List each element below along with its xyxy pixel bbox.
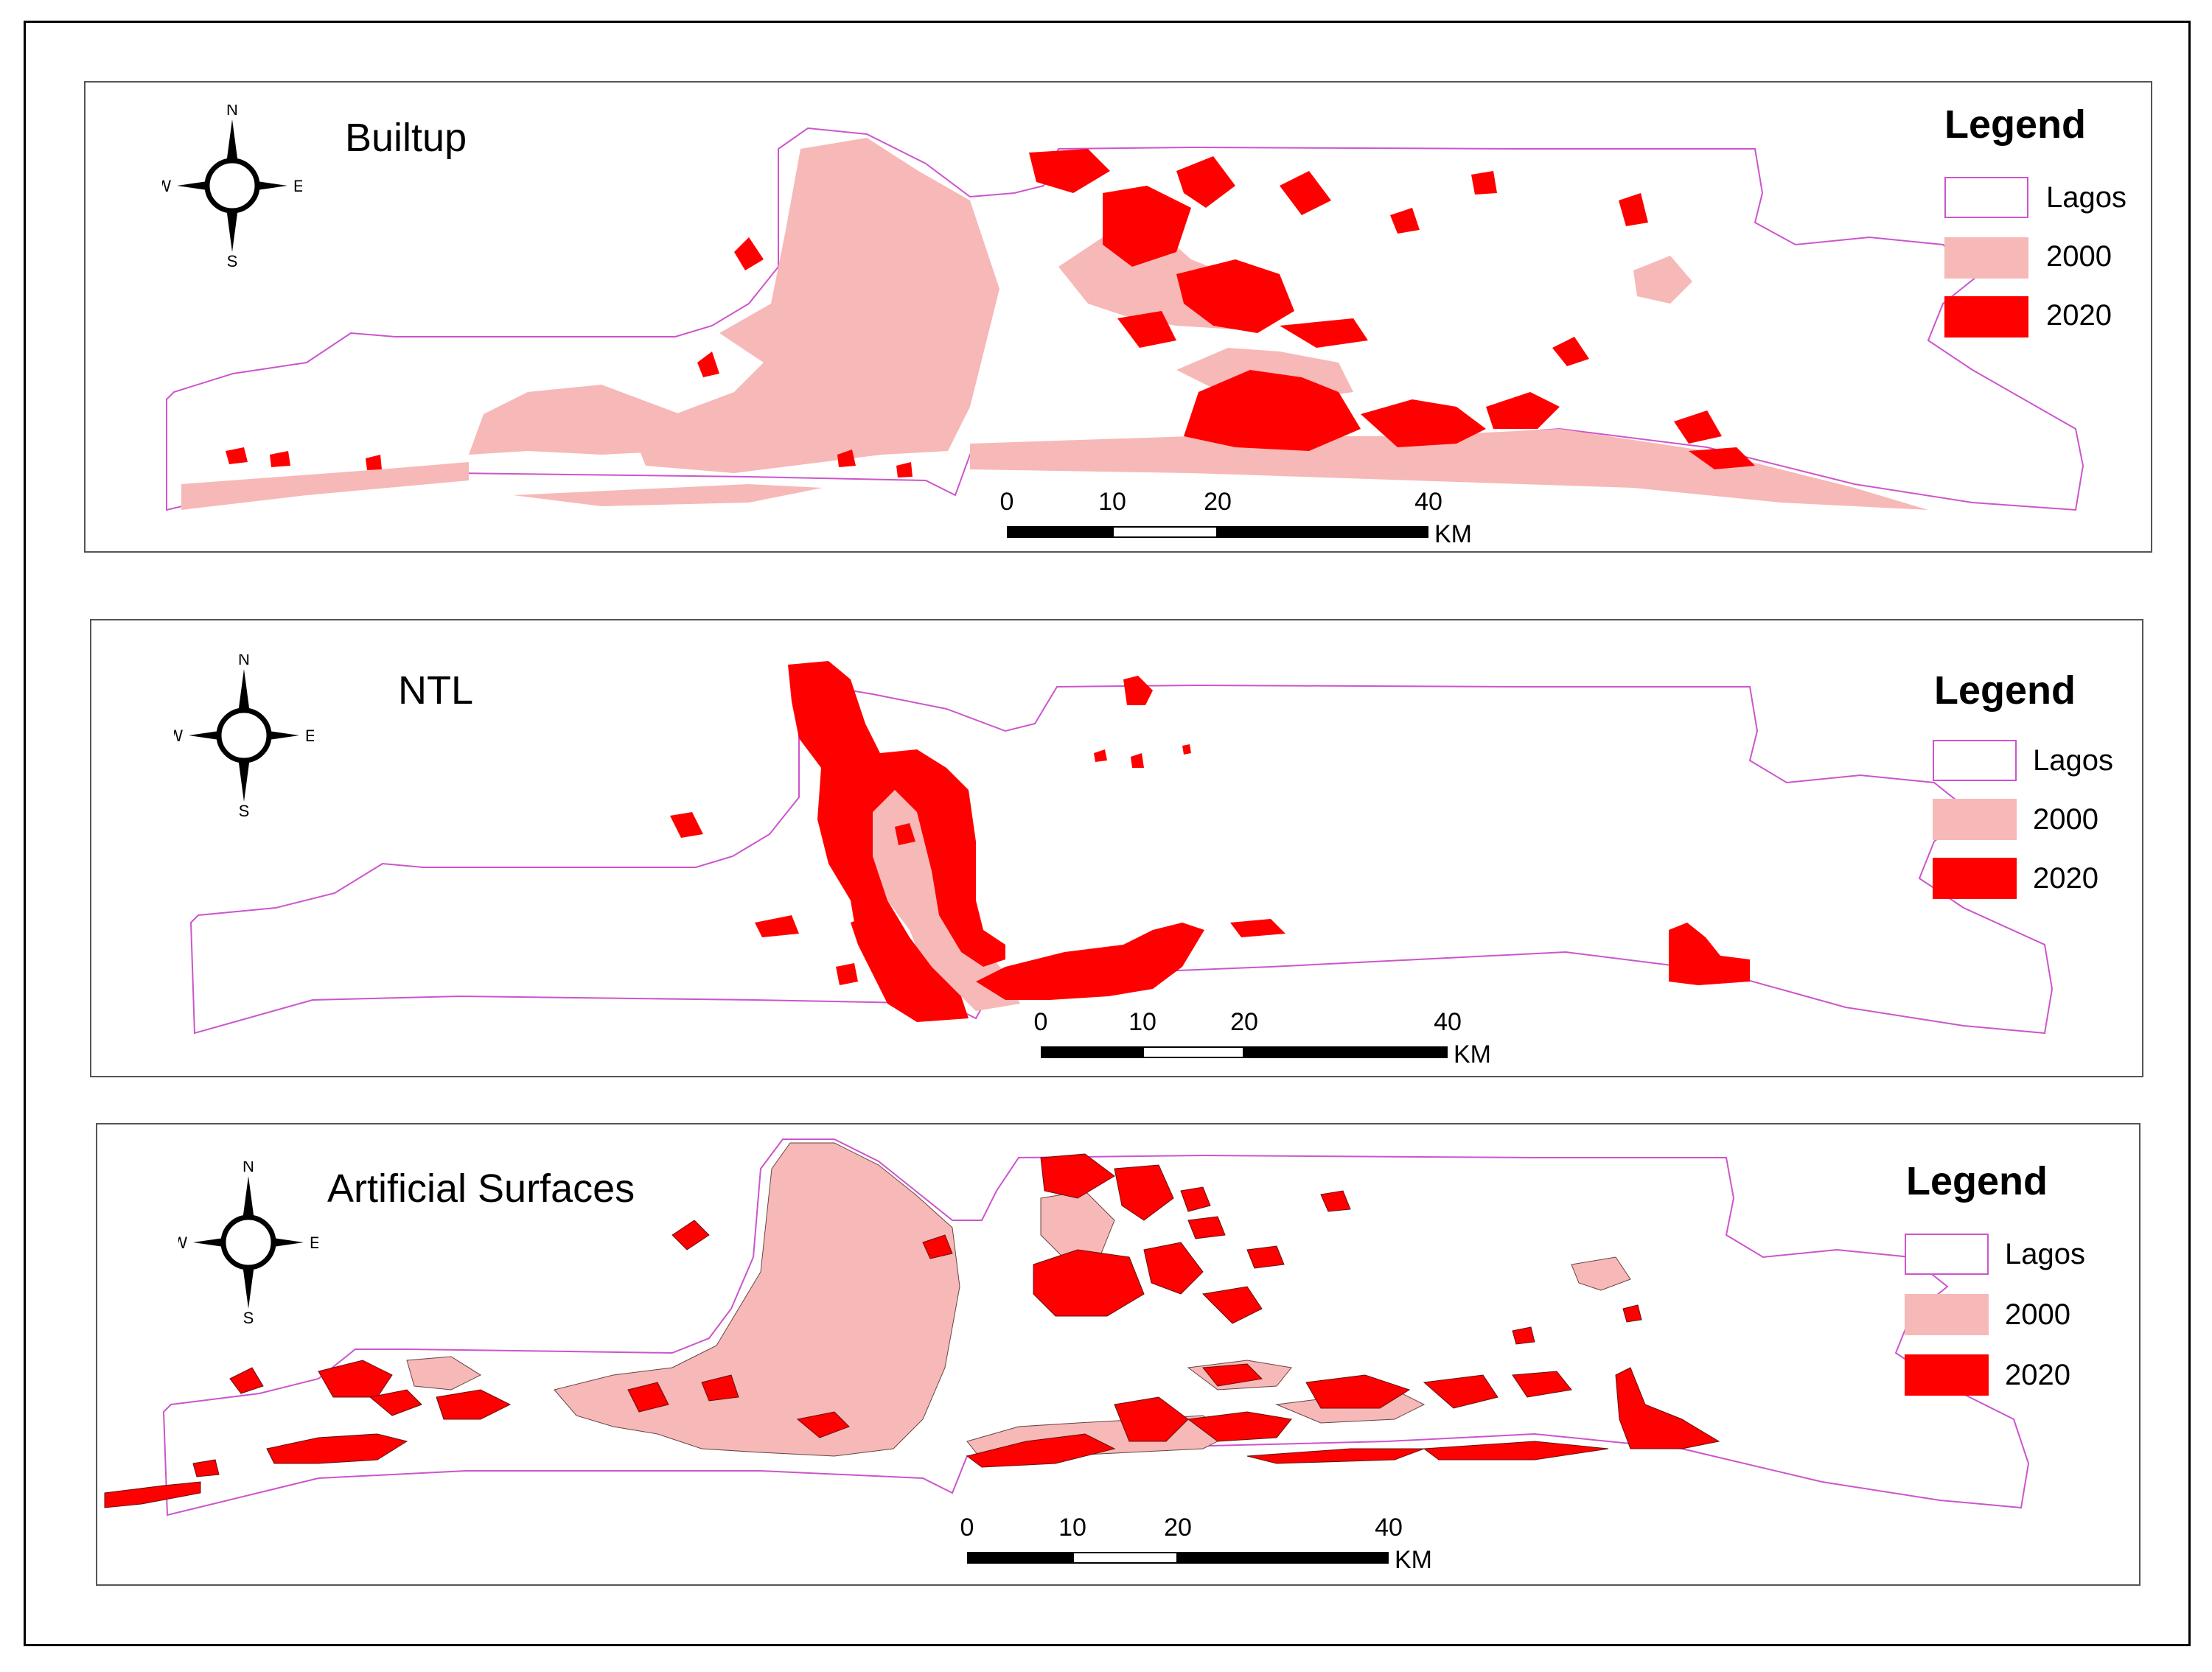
legend-swatch-2020: [1905, 1354, 1989, 1396]
legend-swatch-2000: [1933, 799, 2017, 840]
scale-tick: 10: [1128, 1008, 1156, 1036]
artificial-surfaces-map-panel: Artificial Surfaces N S E W Legend Lagos…: [96, 1123, 2141, 1586]
legend-swatch-2000: [1944, 237, 2028, 279]
compass-rose-icon: N S E W: [178, 1161, 318, 1323]
legend-title: Legend: [1934, 668, 2076, 713]
builtup-map: [166, 127, 2084, 511]
scale-tick: 40: [1414, 488, 1442, 516]
scale-unit: KM: [1454, 1040, 1491, 1068]
scale-tick: 0: [960, 1514, 974, 1542]
scale-tick: 40: [1375, 1514, 1403, 1542]
legend-title: Legend: [1906, 1159, 2048, 1203]
scale-tick: 40: [1434, 1008, 1462, 1036]
legend-label-lagos: Lagos: [2033, 744, 2113, 777]
builtup-2020-areas: [226, 149, 1755, 478]
scale-bar: 0 10 20 40 KM: [1034, 1008, 1527, 1068]
artificial-2000-areas: [406, 1142, 1631, 1461]
ntl-2020-areas: [670, 661, 1750, 1022]
svg-text:E: E: [293, 177, 302, 195]
scale-tick: 10: [1098, 488, 1126, 516]
svg-text:N: N: [243, 1161, 254, 1175]
legend-swatch-2020: [1944, 296, 2028, 337]
builtup-2000-areas: [181, 138, 1928, 510]
legend-label-2000: 2000: [2005, 1298, 2070, 1331]
panel-title: NTL: [398, 668, 474, 713]
svg-text:W: W: [162, 177, 171, 195]
scale-tick: 20: [1164, 1514, 1192, 1542]
legend-label-2020: 2020: [2005, 1359, 2070, 1391]
legend-label-lagos: Lagos: [2046, 181, 2126, 214]
scale-bar: 0 10 20 40 KM: [960, 1514, 1454, 1574]
svg-text:E: E: [305, 727, 314, 745]
legend-label-2020: 2020: [2046, 299, 2112, 332]
scale-bar: 0 10 20 40 KM: [1000, 488, 1493, 548]
legend-label-2000: 2000: [2046, 240, 2112, 273]
compass-rose-icon: N S E W: [162, 105, 302, 267]
legend-title: Legend: [1944, 102, 2087, 147]
scale-tick: 0: [999, 488, 1014, 516]
artificial-2020-areas: [104, 1153, 1720, 1508]
panel-title: Artificial Surfaces: [327, 1166, 635, 1211]
svg-text:S: S: [243, 1309, 254, 1323]
legend-swatch-lagos: [1944, 177, 2028, 218]
legend-label-2020: 2020: [2033, 862, 2098, 895]
artificial-surfaces-map: [104, 1138, 2030, 1517]
legend-swatch-lagos: [1905, 1234, 1989, 1275]
legend-swatch-2020: [1933, 858, 2017, 899]
svg-text:W: W: [178, 1234, 187, 1252]
svg-text:N: N: [238, 654, 250, 668]
svg-text:N: N: [226, 105, 238, 119]
ntl-map: [189, 661, 2054, 1035]
scale-unit: KM: [1434, 520, 1472, 548]
svg-text:E: E: [310, 1234, 318, 1252]
legend-label-2000: 2000: [2033, 803, 2098, 836]
legend-swatch-lagos: [1933, 740, 2017, 781]
ntl-map-panel: NTL N S E W Legend Lagos 2000 2020 0 10 …: [90, 619, 2143, 1077]
svg-text:S: S: [227, 252, 238, 267]
scale-unit: KM: [1395, 1546, 1432, 1574]
builtup-map-panel: Builtup N S E W Legend Lagos 2000 2020 0…: [84, 81, 2152, 553]
scale-tick: 20: [1230, 1008, 1258, 1036]
compass-rose-icon: N S E W: [174, 654, 314, 816]
figure-frame: [24, 21, 2191, 1646]
legend-swatch-2000: [1905, 1294, 1989, 1335]
panel-title: Builtup: [345, 116, 467, 160]
scale-tick: 20: [1204, 488, 1232, 516]
legend-label-lagos: Lagos: [2005, 1238, 2085, 1270]
scale-tick: 0: [1033, 1008, 1048, 1036]
scale-tick: 10: [1058, 1514, 1086, 1542]
svg-text:S: S: [239, 802, 250, 816]
svg-text:W: W: [174, 727, 183, 745]
